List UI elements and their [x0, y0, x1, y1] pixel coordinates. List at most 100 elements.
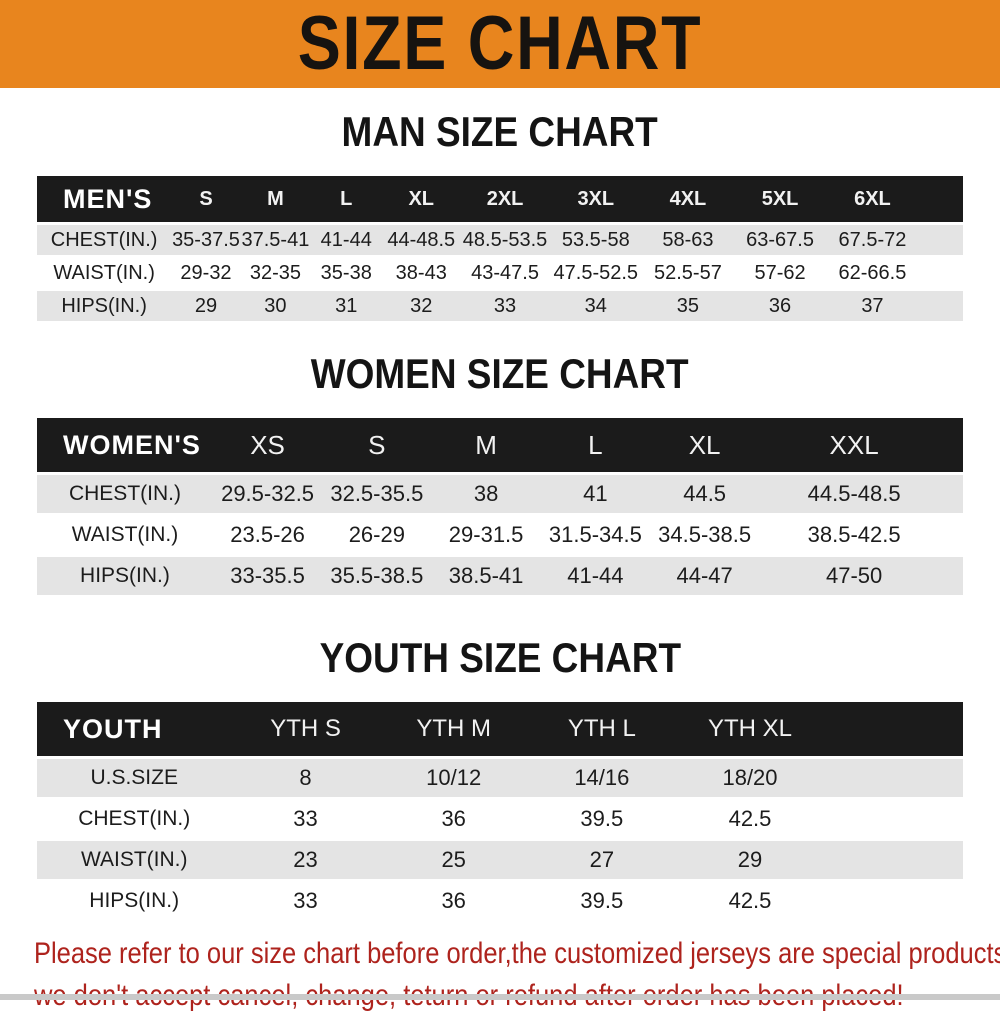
table-row: U.S.SIZE 8 10/12 14/16 18/20: [37, 757, 963, 800]
size-value-cell: 27: [527, 839, 676, 882]
size-value-cell: 37.5-41: [240, 223, 311, 258]
youth-header-row: YOUTH YTH S YTH M YTH L YTH XL: [37, 702, 963, 759]
size-value-cell: 31.5-34.5: [540, 514, 650, 557]
youth-group-label: YOUTH: [37, 702, 232, 759]
spacer-cell: [824, 798, 963, 841]
size-value-cell: 29: [675, 839, 825, 882]
size-value-cell: 32: [382, 289, 461, 324]
table-row: CHEST(IN.) 33 36 39.5 42.5: [37, 798, 963, 841]
size-value-cell: 41-44: [540, 555, 650, 598]
size-value-cell: 35.5-38.5: [322, 555, 432, 598]
table-row: WAIST(IN.) 23 25 27 29: [37, 839, 963, 882]
size-value-cell: 33: [231, 880, 380, 923]
table-row: CHEST(IN.) 29.5-32.5 32.5-35.5 38 41 44.…: [37, 473, 963, 516]
table-row: WAIST(IN.) 29-32 32-35 35-38 38-43 43-47…: [37, 256, 963, 291]
table-row: HIPS(IN.) 33 36 39.5 42.5: [37, 880, 963, 923]
size-value-cell: 35-38: [310, 256, 383, 291]
row-label: HIPS(IN.): [37, 289, 172, 324]
size-value-cell: 47.5-52.5: [549, 256, 642, 291]
size-column-header: S: [322, 418, 432, 475]
size-value-cell: 48.5-53.5: [460, 223, 550, 258]
size-value-cell: 30: [240, 289, 311, 324]
row-label: CHEST(IN.): [37, 473, 213, 516]
size-value-cell: 35-37.5: [171, 223, 241, 258]
mens-header-row: MEN'S S M L XL 2XL 3XL 4XL 5XL 6XL: [37, 176, 963, 225]
size-value-cell: 41-44: [310, 223, 383, 258]
size-column-header: 3XL: [549, 176, 642, 225]
spacer-cell: [824, 702, 963, 759]
size-value-cell: 34: [549, 289, 642, 324]
size-value-cell: 26-29: [322, 514, 432, 557]
spacer-cell: [824, 839, 963, 882]
size-value-cell: 37: [825, 289, 963, 324]
size-column-header: L: [310, 176, 383, 225]
size-value-cell: 10/12: [379, 757, 528, 800]
youth-section-heading: YOUTH SIZE CHART: [0, 634, 1000, 682]
size-column-header: L: [540, 418, 650, 475]
size-value-cell: 67.5-72: [825, 223, 963, 258]
size-value-cell: 53.5-58: [549, 223, 642, 258]
bottom-edge-strip: [0, 994, 1000, 1000]
size-value-cell: 38.5-42.5: [759, 514, 963, 557]
size-value-cell: 41: [540, 473, 650, 516]
size-value-cell: 57-62: [734, 256, 826, 291]
size-column-header: XL: [382, 176, 461, 225]
size-column-header: XL: [650, 418, 760, 475]
womens-size-table: WOMEN'S XS S M L XL XXL CHEST(IN.) 29.5-…: [37, 418, 963, 598]
size-column-header: YTH S: [231, 702, 380, 759]
table-row: CHEST(IN.) 35-37.5 37.5-41 41-44 44-48.5…: [37, 223, 963, 258]
table-row: WAIST(IN.) 23.5-26 26-29 29-31.5 31.5-34…: [37, 514, 963, 557]
size-value-cell: 38.5-41: [431, 555, 541, 598]
size-value-cell: 8: [231, 757, 380, 800]
size-value-cell: 25: [379, 839, 528, 882]
size-column-header: 5XL: [734, 176, 826, 225]
size-value-cell: 36: [734, 289, 826, 324]
size-value-cell: 42.5: [675, 880, 825, 923]
size-value-cell: 33: [460, 289, 550, 324]
size-value-cell: 36: [379, 798, 528, 841]
size-value-cell: 29: [171, 289, 241, 324]
size-value-cell: 33: [231, 798, 380, 841]
size-value-cell: 43-47.5: [460, 256, 550, 291]
size-value-cell: 29-31.5: [431, 514, 541, 557]
mens-size-table: MEN'S S M L XL 2XL 3XL 4XL 5XL 6XL CHEST…: [37, 176, 963, 324]
size-value-cell: 38: [431, 473, 541, 516]
table-row: HIPS(IN.) 29 30 31 32 33 34 35 36 37: [37, 289, 963, 324]
size-value-cell: 39.5: [527, 798, 676, 841]
womens-group-label: WOMEN'S: [37, 418, 213, 475]
size-value-cell: 32-35: [240, 256, 311, 291]
man-section-heading-text: MAN SIZE CHART: [341, 108, 659, 155]
size-column-header: M: [240, 176, 311, 225]
row-label: CHEST(IN.): [37, 798, 232, 841]
size-value-cell: 18/20: [675, 757, 825, 800]
youth-section-heading-text: YOUTH SIZE CHART: [319, 634, 681, 681]
size-value-cell: 52.5-57: [641, 256, 735, 291]
size-column-header: YTH L: [527, 702, 676, 759]
size-value-cell: 42.5: [675, 798, 825, 841]
size-value-cell: 36: [379, 880, 528, 923]
size-value-cell: 58-63: [641, 223, 735, 258]
size-column-header: S: [171, 176, 241, 225]
size-chart-banner: SIZE CHART: [0, 0, 1000, 88]
size-value-cell: 32.5-35.5: [322, 473, 432, 516]
size-value-cell: 63-67.5: [734, 223, 826, 258]
size-value-cell: 44.5: [650, 473, 760, 516]
size-value-cell: 39.5: [527, 880, 676, 923]
size-value-cell: 62-66.5: [825, 256, 963, 291]
size-column-header: M: [431, 418, 541, 475]
row-label: U.S.SIZE: [37, 757, 232, 800]
size-value-cell: 23: [231, 839, 380, 882]
size-value-cell: 35: [641, 289, 735, 324]
mens-group-label: MEN'S: [37, 176, 172, 225]
size-value-cell: 44-47: [650, 555, 760, 598]
size-column-header: 6XL: [825, 176, 963, 225]
women-section-heading-text: WOMEN SIZE CHART: [311, 350, 689, 397]
row-label: HIPS(IN.): [37, 880, 232, 923]
size-value-cell: 31: [310, 289, 383, 324]
row-label: HIPS(IN.): [37, 555, 213, 598]
row-label: WAIST(IN.): [37, 514, 213, 557]
size-value-cell: 38-43: [382, 256, 461, 291]
womens-header-row: WOMEN'S XS S M L XL XXL: [37, 418, 963, 475]
disclaimer-line-1: Please refer to our size chart before or…: [34, 937, 1000, 970]
row-label: WAIST(IN.): [37, 256, 172, 291]
